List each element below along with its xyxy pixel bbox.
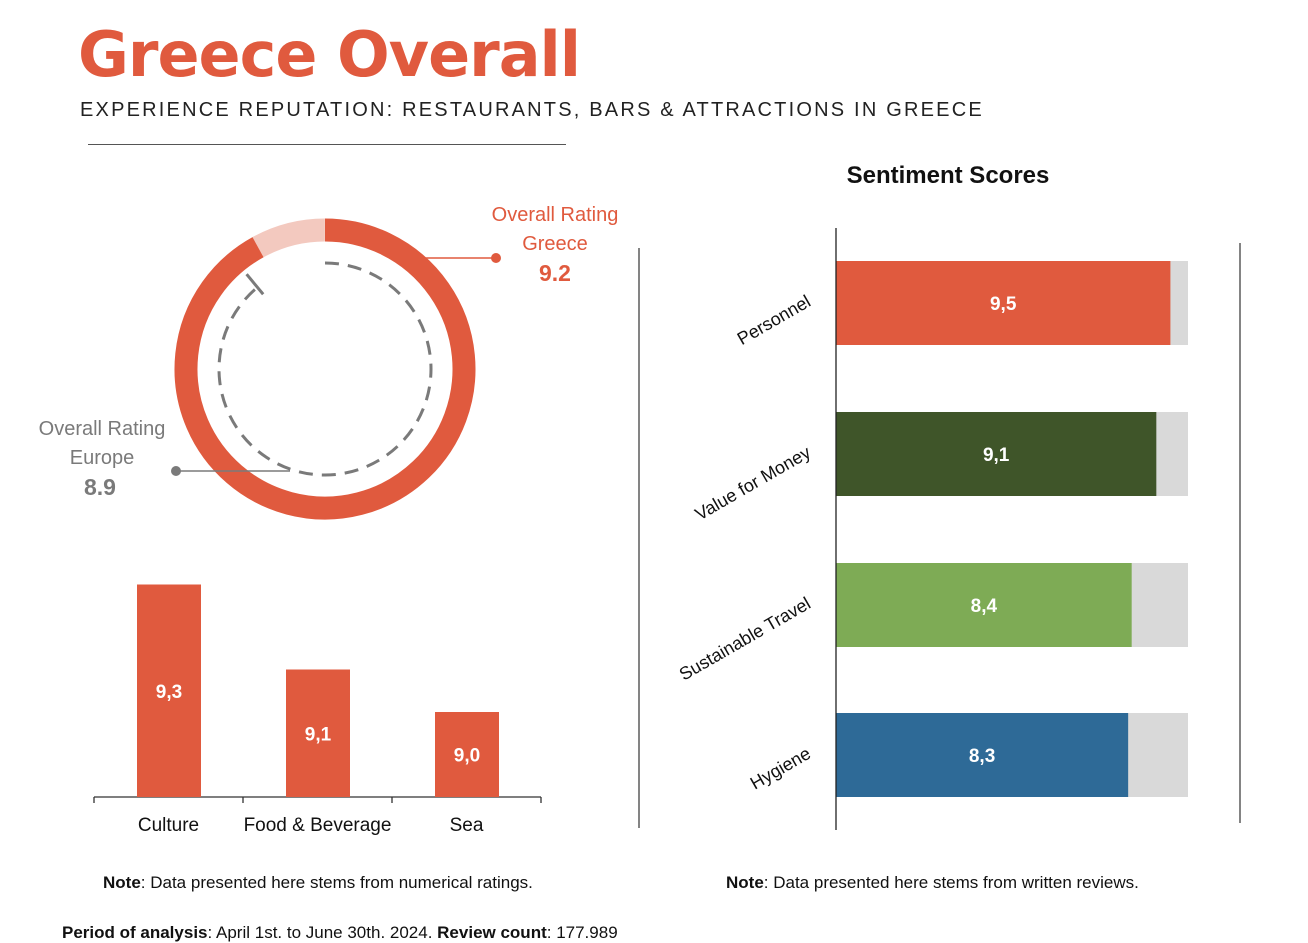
x-tick-label: Food & Beverage xyxy=(244,815,392,836)
page-title: Greece Overall xyxy=(78,18,581,91)
europe-leader-dot xyxy=(171,466,181,476)
donut-greece-arc xyxy=(174,218,476,520)
count-label: Review count xyxy=(437,923,547,942)
bar-hygiene xyxy=(836,713,1129,797)
europe-rating-label: Overall Rating Europe 8.9 xyxy=(22,415,182,502)
period-text: : April 1st. to June 30th. 2024. xyxy=(207,923,438,942)
x-tick-label: Culture xyxy=(138,815,199,836)
greece-label-line1: Overall Rating xyxy=(491,204,619,226)
category-bar-chart: 9,3 Culture 9,1 Food & Beverage 9,0 Sea xyxy=(93,584,542,836)
period-label: Period of analysis xyxy=(62,923,208,942)
europe-rating-value: 8.9 xyxy=(84,474,116,500)
period-note: Period of analysis: April 1st. to June 3… xyxy=(62,923,618,943)
count-text: : 177.989 xyxy=(546,923,618,942)
bar-food-beverage xyxy=(286,669,350,797)
europe-label-line2: Europe xyxy=(69,447,135,469)
y-tick-label: Personnel xyxy=(734,291,814,349)
europe-label-line1: Overall Rating xyxy=(38,418,166,440)
bar-culture xyxy=(137,584,201,797)
note-numerical: Note: Data presented here stems from num… xyxy=(103,873,533,893)
donut-remainder-arc xyxy=(252,218,326,258)
donut-chart xyxy=(171,218,501,520)
y-tick-label: Value for Money xyxy=(692,442,814,524)
greece-rating-value: 9.2 xyxy=(539,260,571,286)
bar-data-label: 8,4 xyxy=(971,596,998,617)
greece-leader-dot xyxy=(491,253,501,263)
page-subtitle: EXPERIENCE REPUTATION: RESTAURANTS, BARS… xyxy=(80,99,984,121)
x-tick-label: Sea xyxy=(450,815,484,836)
bar-value-for-money xyxy=(836,412,1157,496)
bar-personnel xyxy=(836,261,1171,345)
europe-marker-tick xyxy=(245,273,265,296)
bar-data-label: 8,3 xyxy=(969,746,995,767)
note-text: : Data presented here stems from numeric… xyxy=(140,873,533,892)
divider xyxy=(88,144,566,145)
y-tick-label: Hygiene xyxy=(747,743,814,793)
note-text: : Data presented here stems from written… xyxy=(763,873,1139,892)
bar-data-label: 9,0 xyxy=(454,746,480,767)
bar-data-label: 9,5 xyxy=(990,294,1017,315)
greece-rating-label: Overall Rating Greece 9.2 xyxy=(470,201,640,288)
note-label: Note xyxy=(103,873,141,892)
note-label: Note xyxy=(726,873,764,892)
greece-label-line2: Greece xyxy=(522,233,588,255)
bar-data-label: 9,1 xyxy=(983,445,1010,466)
sentiment-chart-title: Sentiment Scores xyxy=(846,162,1050,189)
note-written: Note: Data presented here stems from wri… xyxy=(726,873,1139,893)
y-tick-label: Sustainable Travel xyxy=(676,593,814,684)
donut-europe-dashed-arc xyxy=(217,261,433,477)
bar-sea xyxy=(435,712,499,797)
bar-data-label: 9,3 xyxy=(156,682,182,703)
sentiment-bar-chart: 9,5 Personnel 9,1 Value for Money 8,4 Sustain… xyxy=(676,228,1188,830)
bar-data-label: 9,1 xyxy=(305,724,332,745)
bar-sustainable-travel xyxy=(836,563,1132,647)
